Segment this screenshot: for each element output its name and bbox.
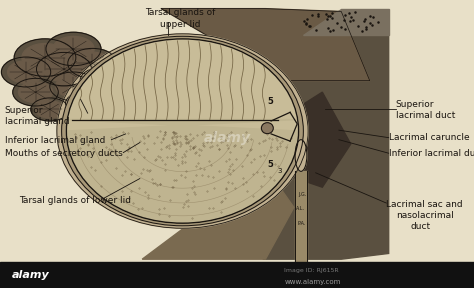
- Text: alamy: alamy: [12, 270, 50, 280]
- Text: J.G.: J.G.: [299, 192, 307, 197]
- Text: duct: duct: [410, 222, 430, 231]
- Circle shape: [65, 92, 105, 116]
- Text: Lacrimal sac and: Lacrimal sac and: [386, 200, 463, 209]
- Ellipse shape: [261, 123, 273, 134]
- Circle shape: [53, 37, 94, 62]
- Text: 5: 5: [267, 160, 273, 169]
- Ellipse shape: [295, 140, 307, 171]
- Polygon shape: [303, 9, 389, 35]
- Text: alamy: alamy: [204, 131, 251, 145]
- Text: P.A.: P.A.: [297, 221, 306, 226]
- Text: lacrimal gland: lacrimal gland: [5, 117, 69, 126]
- Circle shape: [1, 57, 51, 87]
- Bar: [0, 262, 474, 288]
- Circle shape: [46, 32, 101, 66]
- Circle shape: [31, 98, 69, 121]
- Polygon shape: [66, 120, 299, 223]
- Circle shape: [80, 67, 124, 94]
- Text: Inferior lacrimal duc: Inferior lacrimal duc: [389, 149, 474, 158]
- Circle shape: [22, 43, 68, 72]
- Circle shape: [13, 78, 58, 106]
- Circle shape: [36, 101, 64, 118]
- Text: Mouths of secretory ducts: Mouths of secretory ducts: [5, 149, 122, 158]
- Text: Lacrimal caruncle: Lacrimal caruncle: [389, 133, 469, 142]
- Text: 3: 3: [277, 168, 282, 174]
- Text: Image ID: RJ615R: Image ID: RJ615R: [284, 268, 339, 273]
- Bar: [295, 171, 307, 262]
- Text: upper lid: upper lid: [160, 20, 201, 29]
- Text: A.L.: A.L.: [296, 206, 305, 211]
- Circle shape: [8, 61, 45, 83]
- Circle shape: [18, 82, 53, 103]
- Circle shape: [55, 76, 91, 97]
- Polygon shape: [263, 92, 351, 187]
- Polygon shape: [161, 9, 370, 81]
- Text: Superior: Superior: [396, 100, 434, 109]
- Polygon shape: [263, 12, 389, 259]
- Polygon shape: [142, 167, 294, 259]
- Text: Inferior lacrimal gland: Inferior lacrimal gland: [5, 136, 105, 145]
- Ellipse shape: [62, 36, 303, 226]
- Text: 5: 5: [267, 97, 273, 106]
- Circle shape: [14, 39, 76, 76]
- Circle shape: [43, 56, 84, 82]
- Circle shape: [95, 86, 133, 109]
- Circle shape: [68, 48, 117, 78]
- Circle shape: [85, 71, 118, 91]
- Circle shape: [50, 72, 97, 101]
- Text: www.alamy.com: www.alamy.com: [284, 279, 341, 285]
- Text: Tarsal glands of lower lid: Tarsal glands of lower lid: [19, 196, 131, 205]
- Text: Tarsal glands of: Tarsal glands of: [145, 8, 215, 18]
- Circle shape: [36, 52, 91, 86]
- Circle shape: [100, 89, 128, 107]
- Circle shape: [74, 52, 111, 75]
- Circle shape: [70, 94, 100, 113]
- Ellipse shape: [57, 34, 308, 228]
- Text: Superior: Superior: [5, 106, 43, 115]
- Ellipse shape: [66, 39, 299, 223]
- Text: nasolacrimal: nasolacrimal: [396, 211, 454, 220]
- Polygon shape: [66, 39, 299, 131]
- Text: lacrimal duct: lacrimal duct: [396, 111, 455, 120]
